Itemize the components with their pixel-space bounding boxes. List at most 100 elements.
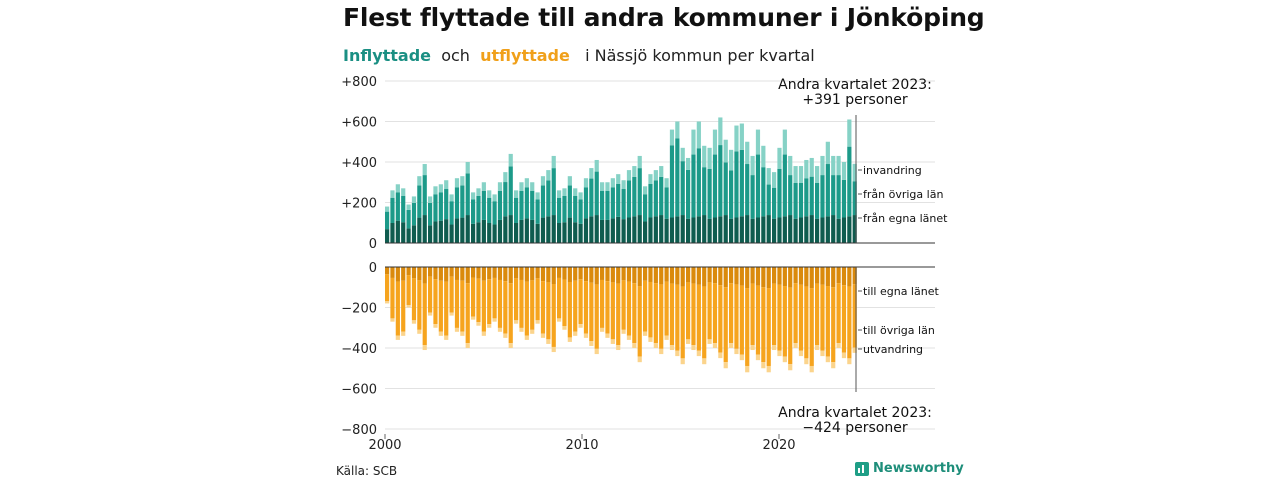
out-abroad-bar xyxy=(524,335,529,340)
out-other-bar xyxy=(546,282,551,340)
in-other-bar xyxy=(422,175,427,216)
out-other-bar xyxy=(497,279,503,328)
in-abroad-bar xyxy=(530,182,535,191)
in-abroad-bar xyxy=(524,178,529,188)
out-local-bar xyxy=(847,267,852,287)
out-other-bar xyxy=(734,284,739,349)
out-abroad-bar xyxy=(578,324,583,328)
out-abroad-bar xyxy=(616,345,621,351)
in-local-bar xyxy=(497,219,503,243)
in-other-bar xyxy=(637,168,642,216)
in-local-bar xyxy=(589,216,594,243)
out-local-bar xyxy=(390,267,395,278)
in-local-bar xyxy=(766,215,771,243)
out-other-bar xyxy=(600,279,605,328)
out-local-bar xyxy=(589,267,594,283)
out-local-bar xyxy=(653,267,658,284)
in-abroad-bar xyxy=(755,129,761,155)
out-other-bar xyxy=(519,279,524,328)
out-abroad-bar xyxy=(804,358,809,365)
out-local-bar xyxy=(648,267,653,282)
in-local-bar xyxy=(841,217,847,243)
out-local-bar xyxy=(454,267,460,280)
out-local-bar xyxy=(573,267,578,281)
out-other-bar xyxy=(831,287,836,363)
in-abroad-bar xyxy=(696,121,701,149)
out-other-bar xyxy=(686,282,691,340)
out-local-bar xyxy=(600,267,605,280)
out-abroad-bar xyxy=(605,333,610,338)
y-tick-label-bottom: 0 xyxy=(369,261,377,276)
in-local-bar xyxy=(465,215,470,243)
out-other-bar xyxy=(772,283,777,346)
in-local-bar xyxy=(782,216,787,243)
out-abroad-bar xyxy=(702,358,707,365)
in-local-bar xyxy=(804,216,809,243)
in-local-bar xyxy=(723,215,728,243)
out-other-bar xyxy=(417,280,422,330)
out-local-bar xyxy=(696,267,701,285)
out-local-bar xyxy=(777,267,782,285)
out-abroad-bar xyxy=(659,348,664,355)
in-other-bar xyxy=(406,209,411,229)
in-abroad-bar xyxy=(793,166,798,183)
out-other-bar xyxy=(659,284,664,349)
in-abroad-bar xyxy=(734,125,739,152)
out-other-bar xyxy=(798,284,804,351)
out-other-bar xyxy=(605,281,610,334)
in-abroad-bar xyxy=(476,188,481,196)
in-local-bar xyxy=(621,219,626,243)
in-local-bar xyxy=(487,222,492,243)
in-abroad-bar xyxy=(825,141,830,165)
out-local-bar xyxy=(637,267,642,287)
out-abroad-bar xyxy=(433,324,438,328)
out-local-bar xyxy=(643,267,648,281)
in-other-bar xyxy=(669,145,675,218)
out-other-bar xyxy=(669,283,675,346)
out-local-bar xyxy=(583,267,589,282)
out-other-bar xyxy=(449,276,454,313)
out-other-bar xyxy=(540,281,546,334)
out-abroad-bar xyxy=(465,343,470,348)
out-local-bar xyxy=(610,267,615,283)
in-other-bar xyxy=(702,167,707,216)
out-abroad-bar xyxy=(476,322,481,326)
in-abroad-bar xyxy=(417,176,422,186)
out-other-bar xyxy=(782,286,787,357)
in-abroad-bar xyxy=(718,117,723,146)
in-other-bar xyxy=(589,178,594,217)
out-abroad-bar xyxy=(481,331,486,336)
out-other-bar xyxy=(702,286,707,359)
out-local-bar xyxy=(836,267,841,284)
out-local-bar xyxy=(750,267,755,284)
in-other-bar xyxy=(600,190,605,220)
in-other-bar xyxy=(385,211,390,230)
in-local-bar xyxy=(772,218,777,243)
in-abroad-bar xyxy=(514,190,519,198)
out-other-bar xyxy=(395,281,400,336)
out-local-bar xyxy=(465,267,470,284)
in-other-bar xyxy=(390,197,395,223)
x-tick-label: 2010 xyxy=(565,438,598,453)
out-local-bar xyxy=(632,267,637,284)
out-local-bar xyxy=(487,267,492,280)
out-abroad-bar xyxy=(664,335,669,340)
in-local-bar xyxy=(594,215,599,243)
out-abroad-bar xyxy=(487,324,492,328)
out-local-bar xyxy=(815,267,820,284)
y-tick-label-top: +200 xyxy=(341,197,377,212)
label-fran-egna-lanet: från egna länet xyxy=(863,212,948,225)
out-local-bar xyxy=(557,267,562,278)
out-other-bar xyxy=(583,281,589,334)
out-other-bar xyxy=(723,287,728,363)
out-local-bar xyxy=(729,267,734,284)
out-other-bar xyxy=(438,280,443,332)
series-labels: invandring från övriga län från egna länet… xyxy=(858,164,948,356)
in-other-bar xyxy=(465,173,470,216)
out-local-bar xyxy=(497,267,503,280)
out-abroad-bar xyxy=(535,320,540,324)
out-other-bar xyxy=(836,283,841,344)
in-local-bar xyxy=(831,215,836,243)
label-till-egna-lanet: till egna länet xyxy=(863,285,939,298)
in-abroad-bar xyxy=(540,176,546,186)
